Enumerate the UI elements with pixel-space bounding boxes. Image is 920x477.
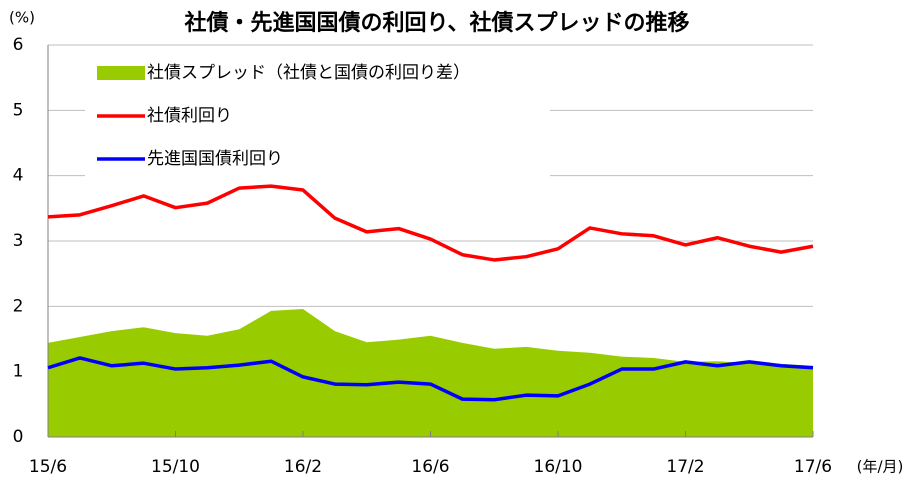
x-tick-label: 16/2 bbox=[284, 457, 322, 477]
x-tick-label: 15/10 bbox=[151, 457, 200, 477]
y-tick-label: 6 bbox=[13, 35, 24, 55]
y-tick-label: 5 bbox=[13, 100, 24, 120]
y-tick-label: 0 bbox=[13, 427, 24, 447]
x-tick-label: 16/6 bbox=[411, 457, 449, 477]
legend-label: 社債スプレッド（社債と国債の利回り差） bbox=[147, 63, 470, 83]
y-tick-label: 2 bbox=[13, 296, 24, 316]
y-tick-label: 3 bbox=[13, 231, 24, 251]
y-tick-label: 1 bbox=[13, 362, 24, 382]
spread-area bbox=[48, 308, 813, 437]
yield-line bbox=[47, 184, 814, 262]
x-tick-label: 15/6 bbox=[29, 457, 67, 477]
legend-label: 社債利回り bbox=[147, 106, 232, 126]
legend-swatch bbox=[97, 66, 145, 80]
x-axis-label: (年/月) bbox=[857, 458, 904, 476]
x-tick-label: 17/6 bbox=[794, 457, 832, 477]
x-tick-label: 16/10 bbox=[534, 457, 583, 477]
y-tick-label: 4 bbox=[13, 166, 24, 186]
yield-line bbox=[47, 356, 814, 402]
x-tick-label: 17/2 bbox=[666, 457, 704, 477]
legend-label: 先進国国債利回り bbox=[147, 149, 283, 169]
y-axis-label: (%) bbox=[9, 9, 35, 27]
chart-title: 社債・先進国国債の利回り、社債スプレッドの推移 bbox=[184, 10, 689, 36]
legend-box bbox=[85, 55, 550, 185]
